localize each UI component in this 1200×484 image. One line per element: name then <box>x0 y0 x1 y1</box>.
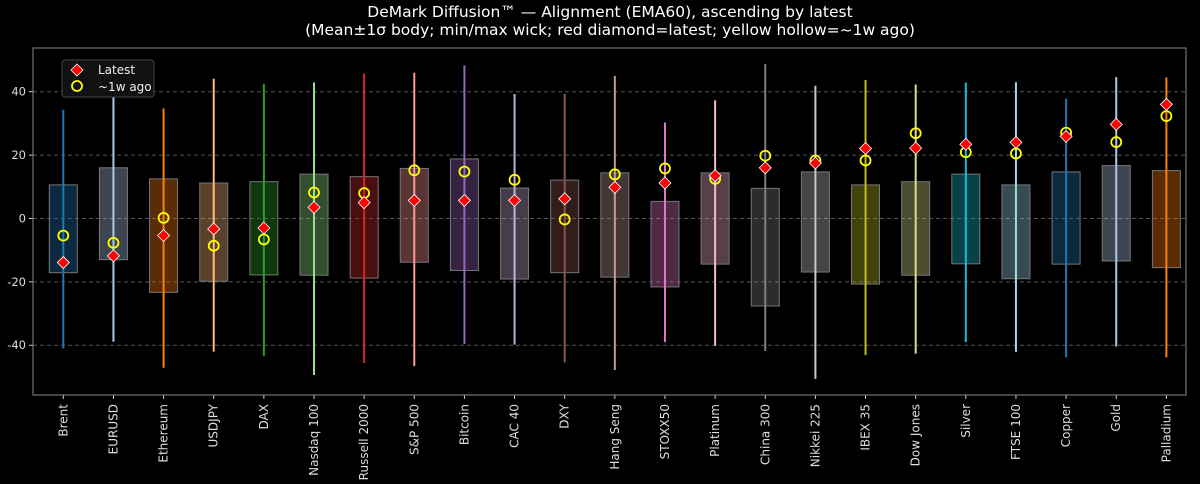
legend-circle-icon <box>71 80 83 92</box>
latest-marker <box>157 229 171 243</box>
x-tick-label: S&P 500 <box>407 404 421 455</box>
latest-marker <box>1009 135 1023 150</box>
week-ago-marker <box>107 236 120 249</box>
x-tick-label: Gold <box>1109 404 1123 432</box>
x-tick-label: Bitcoin <box>457 404 471 445</box>
plot-frame <box>32 47 1187 396</box>
x-tick-label: Nasdaq 100 <box>307 404 321 476</box>
latest-marker <box>106 249 121 263</box>
x-tick-label: Brent <box>56 404 70 437</box>
week-ago-marker <box>207 239 220 252</box>
y-tick-label: 20 <box>11 148 26 162</box>
x-tick-label: EURUSD <box>106 404 120 454</box>
latest-marker <box>56 255 70 270</box>
latest-marker <box>608 180 622 194</box>
legend-label-week-ago: ~1w ago <box>98 80 152 94</box>
week-ago-marker <box>508 173 521 186</box>
latest-marker <box>909 141 923 155</box>
latest-marker <box>858 141 873 156</box>
latest-marker <box>457 193 471 207</box>
week-ago-marker <box>759 149 772 162</box>
week-ago-marker <box>909 127 922 140</box>
x-tick-label: Dow Jones <box>909 404 923 466</box>
week-ago-marker <box>1160 110 1173 123</box>
latest-marker <box>808 156 822 170</box>
latest-marker <box>257 221 271 235</box>
x-axis: Brent EURUSD Ethereum USDJPY DAX Nasdaq 100 Ru… <box>56 395 1173 480</box>
x-tick-label: STOXX50 <box>658 404 672 459</box>
latest-marker <box>558 192 572 206</box>
y-axis: -40 -20 0 20 40 <box>7 85 33 352</box>
x-tick-label: Copper <box>1059 404 1073 447</box>
x-tick-label: DAX <box>257 404 271 429</box>
y-tick-label: 40 <box>11 85 26 99</box>
y-tick-label: -40 <box>7 338 26 352</box>
plot-marks <box>48 63 1181 379</box>
week-ago-marker <box>408 164 421 177</box>
x-tick-label: Russell 2000 <box>357 404 371 480</box>
x-tick-label: IBEX 35 <box>859 404 873 451</box>
week-ago-marker <box>458 165 471 178</box>
latest-marker <box>507 193 522 207</box>
x-tick-label: FTSE 100 <box>1009 404 1023 460</box>
week-ago-marker <box>1110 136 1123 149</box>
y-tick-label: 0 <box>19 211 26 225</box>
x-tick-label: Nikkei 225 <box>808 404 822 467</box>
latest-marker <box>1159 97 1173 111</box>
latest-marker <box>307 200 321 214</box>
x-tick-label: Ethereum <box>157 404 171 463</box>
latest-marker <box>1059 129 1073 143</box>
x-tick-label: USDJPY <box>207 403 221 447</box>
latest-marker <box>658 176 672 190</box>
legend-label-latest: Latest <box>98 63 135 77</box>
y-tick-label: -20 <box>7 275 26 289</box>
latest-marker <box>758 161 772 175</box>
legend-box <box>61 59 155 98</box>
chart-title: DeMark Diffusion™ — Alignment (EMA60), a… <box>367 3 852 21</box>
week-ago-marker <box>558 213 571 226</box>
grid <box>33 91 1186 346</box>
latest-marker <box>959 137 973 151</box>
week-ago-marker <box>57 229 70 242</box>
week-ago-marker <box>859 154 872 167</box>
x-tick-label: Palladium <box>1159 404 1173 462</box>
x-tick-label: Silver <box>959 404 973 438</box>
x-tick-label: Platinum <box>708 404 722 457</box>
latest-marker <box>407 193 421 207</box>
latest-marker <box>708 169 722 183</box>
chart-subtitle: (Mean±1σ body; min/max wick; red diamond… <box>305 21 915 39</box>
x-tick-label: CAC 40 <box>508 404 522 448</box>
week-ago-marker <box>608 168 621 181</box>
latest-marker <box>207 222 221 236</box>
x-tick-label: Hang Seng <box>608 404 622 470</box>
legend: Latest ~1w ago <box>61 59 155 98</box>
week-ago-marker <box>308 186 320 199</box>
week-ago-marker <box>157 211 170 224</box>
week-ago-marker <box>659 162 671 175</box>
x-tick-label: China 300 <box>758 404 772 465</box>
legend-diamond-icon <box>70 63 84 77</box>
latest-marker <box>1109 117 1123 131</box>
x-tick-label: DXY <box>558 403 572 428</box>
latest-marker <box>357 196 371 210</box>
